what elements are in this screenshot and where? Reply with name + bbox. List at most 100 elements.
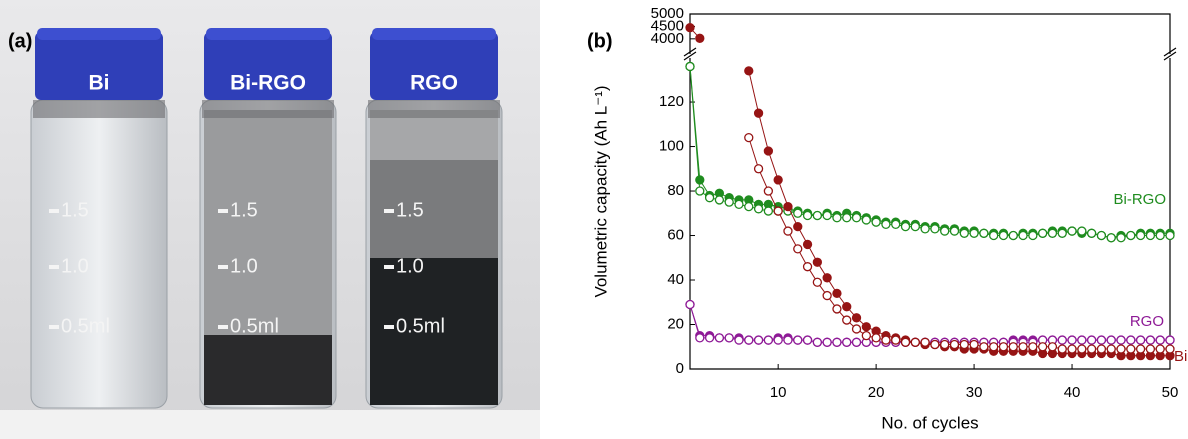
open-marker bbox=[921, 225, 929, 233]
open-marker bbox=[725, 198, 733, 206]
open-marker bbox=[696, 334, 704, 342]
filled-marker bbox=[774, 176, 782, 184]
open-marker bbox=[1088, 345, 1096, 353]
open-marker bbox=[882, 336, 890, 344]
open-marker bbox=[706, 194, 714, 202]
open-marker bbox=[794, 209, 802, 217]
graduation-label: 1.5 bbox=[61, 199, 89, 221]
open-marker bbox=[813, 338, 821, 346]
open-marker bbox=[960, 229, 968, 237]
open-marker bbox=[941, 227, 949, 235]
open-marker bbox=[853, 325, 861, 333]
open-marker bbox=[931, 341, 939, 349]
open-marker bbox=[902, 338, 910, 346]
open-marker bbox=[950, 227, 958, 235]
series-line bbox=[690, 305, 1170, 343]
open-marker bbox=[764, 336, 772, 344]
series-line bbox=[690, 305, 1170, 343]
graduation-label: 1.5 bbox=[396, 199, 424, 221]
open-marker bbox=[745, 336, 753, 344]
series-line bbox=[690, 28, 1170, 356]
vial-content bbox=[204, 110, 332, 335]
open-marker bbox=[823, 212, 831, 220]
open-marker bbox=[853, 214, 861, 222]
open-marker bbox=[1156, 345, 1164, 353]
x-tick-label: 40 bbox=[1064, 384, 1081, 401]
x-tick-label: 50 bbox=[1162, 384, 1179, 401]
open-marker bbox=[1117, 345, 1125, 353]
open-marker bbox=[833, 338, 841, 346]
vial-cap-top bbox=[37, 28, 161, 40]
open-marker bbox=[1088, 336, 1096, 344]
open-marker bbox=[833, 305, 841, 313]
filled-marker bbox=[686, 24, 694, 32]
open-marker bbox=[1078, 345, 1086, 353]
figure: Bi1.51.00.5mlBi-RGO1.51.00.5mlRGO1.51.00… bbox=[0, 0, 1188, 439]
series-label: RGO bbox=[1130, 313, 1164, 330]
filled-marker bbox=[804, 240, 812, 248]
series-line bbox=[690, 66, 1170, 237]
filled-marker bbox=[813, 258, 821, 266]
vial-cap-top bbox=[206, 28, 330, 40]
open-marker bbox=[853, 338, 861, 346]
open-marker bbox=[813, 212, 821, 220]
open-marker bbox=[1156, 232, 1164, 240]
open-marker bbox=[1146, 336, 1154, 344]
panel-label: (a) bbox=[8, 30, 32, 52]
open-marker bbox=[950, 341, 958, 349]
open-marker bbox=[862, 216, 870, 224]
series-line bbox=[690, 66, 1170, 237]
graduation-mark bbox=[49, 265, 59, 269]
open-marker bbox=[1137, 232, 1145, 240]
vial-neck bbox=[33, 100, 165, 118]
y-tick-label: 40 bbox=[667, 271, 684, 288]
y-tick-label: 20 bbox=[667, 315, 684, 332]
vial-cap-label: RGO bbox=[410, 72, 458, 95]
open-marker bbox=[892, 220, 900, 228]
filled-marker bbox=[784, 203, 792, 211]
x-tick-label: 10 bbox=[770, 384, 787, 401]
open-marker bbox=[1117, 234, 1125, 242]
open-marker bbox=[735, 200, 743, 208]
panel-label: (b) bbox=[587, 30, 613, 52]
open-marker bbox=[1097, 232, 1105, 240]
filled-marker bbox=[764, 147, 772, 155]
open-marker bbox=[833, 214, 841, 222]
vial-neck bbox=[202, 100, 334, 118]
x-axis-title: No. of cycles bbox=[881, 413, 978, 432]
graduation-mark bbox=[384, 325, 394, 329]
graduation-mark bbox=[218, 265, 228, 269]
axis-frame bbox=[690, 14, 1170, 54]
vial-neck bbox=[368, 100, 500, 118]
filled-marker bbox=[853, 314, 861, 322]
open-marker bbox=[1068, 336, 1076, 344]
open-marker bbox=[745, 134, 753, 142]
open-marker bbox=[960, 341, 968, 349]
graduation-mark bbox=[218, 209, 228, 213]
open-marker bbox=[1107, 345, 1115, 353]
open-marker bbox=[1039, 229, 1047, 237]
open-marker bbox=[931, 225, 939, 233]
vial-cap-top bbox=[372, 28, 496, 40]
graduation-label: 1.5 bbox=[230, 199, 258, 221]
y-axis-title: Volumetric capacity (Ah L⁻¹) bbox=[591, 85, 610, 297]
open-marker bbox=[1088, 229, 1096, 237]
open-marker bbox=[804, 212, 812, 220]
filled-marker bbox=[745, 67, 753, 75]
open-marker bbox=[1127, 345, 1135, 353]
open-marker bbox=[774, 207, 782, 215]
vial-cap-label: Bi bbox=[89, 72, 110, 95]
open-marker bbox=[1097, 336, 1105, 344]
x-tick-label: 30 bbox=[966, 384, 983, 401]
open-marker bbox=[1029, 232, 1037, 240]
open-marker bbox=[755, 165, 763, 173]
y-tick-label: 60 bbox=[667, 226, 684, 243]
open-marker bbox=[1107, 336, 1115, 344]
vial-cap-label: Bi-RGO bbox=[230, 72, 306, 95]
open-marker bbox=[970, 341, 978, 349]
open-marker bbox=[745, 203, 753, 211]
open-marker bbox=[1048, 343, 1056, 351]
open-marker bbox=[941, 341, 949, 349]
open-marker bbox=[911, 338, 919, 346]
axis-frame bbox=[690, 58, 1170, 369]
